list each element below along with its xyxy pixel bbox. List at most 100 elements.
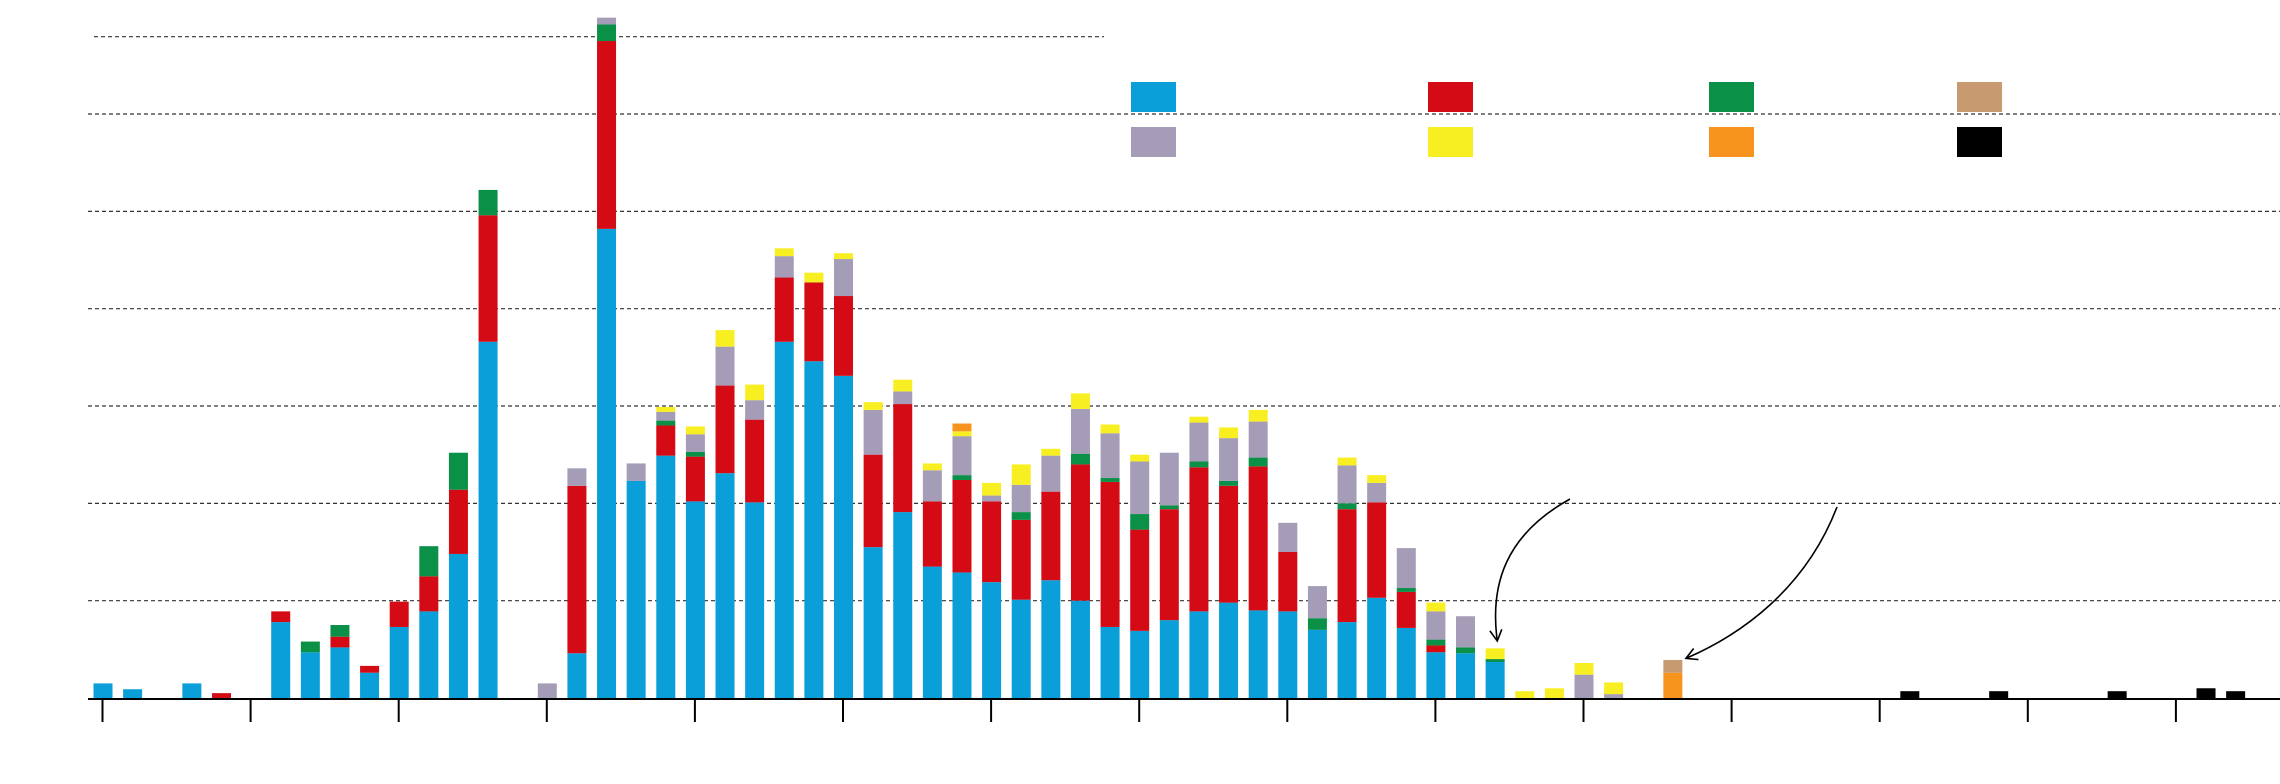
bar-6-s1 (271, 622, 291, 698)
annotation-arrow-2 (1684, 506, 1838, 661)
bar-25-s5 (834, 259, 853, 297)
bar-42-s6 (1337, 457, 1357, 466)
legend-swatch-s6 (1428, 127, 1473, 157)
bar-33-s5 (1070, 408, 1090, 454)
bar-44-s3 (1396, 588, 1416, 592)
bar-53-s7 (1663, 672, 1683, 698)
bar-20-s1 (685, 501, 705, 698)
bar-17-s2 (597, 41, 617, 229)
bar-19-s1 (656, 455, 676, 698)
bar-47-s1 (1485, 661, 1505, 698)
bar-6-s2 (271, 611, 291, 623)
bar-19-s6 (656, 406, 676, 412)
bar-42-s3 (1337, 503, 1357, 510)
bar-30-s2 (982, 501, 1002, 583)
bar-29-s5 (952, 436, 972, 476)
bar-36-s1 (1159, 620, 1179, 698)
bar-41-s3 (1307, 618, 1327, 630)
bar-11-s3 (419, 546, 439, 577)
bar-34-s3 (1100, 478, 1120, 482)
bar-32-s5 (1041, 455, 1061, 492)
bar-45-s2 (1426, 645, 1446, 653)
bar-34-s1 (1100, 626, 1120, 698)
bar-9-s2 (360, 665, 380, 673)
bar-39-s2 (1248, 466, 1268, 611)
bar-31-s2 (1011, 519, 1031, 600)
bar-29-s1 (952, 572, 972, 698)
bar-22-s2 (745, 419, 765, 503)
bar-31-s5 (1011, 484, 1031, 513)
bar-31-s3 (1011, 512, 1031, 520)
bar-7-s3 (300, 641, 320, 653)
bar-24-s1 (804, 361, 824, 698)
bar-30-s1 (982, 582, 1002, 698)
bar-13-s3 (478, 189, 498, 216)
bar-42-s5 (1337, 465, 1357, 504)
bar-36-s3 (1159, 505, 1179, 510)
bar-13-s1 (478, 341, 498, 698)
bar-26-s6 (863, 402, 883, 410)
bar-8-s2 (330, 636, 350, 648)
bar-48-s6 (1515, 691, 1535, 698)
bar-72-s8 (2226, 691, 2246, 698)
bar-71-s8 (2196, 688, 2216, 698)
bar-19-s5 (656, 411, 676, 421)
bar-46-s5 (1456, 616, 1476, 648)
bar-20-s5 (685, 434, 705, 452)
bar-26-s2 (863, 454, 883, 548)
bar-7-s1 (300, 652, 320, 698)
bar-36-s2 (1159, 509, 1179, 621)
bar-13-s2 (478, 215, 498, 342)
bar-26-s5 (863, 409, 883, 455)
gridlines (88, 36, 2280, 602)
bar-25-s1 (834, 375, 853, 698)
bar-21-s2 (715, 385, 735, 474)
bar-19-s2 (656, 425, 676, 456)
legend-swatch-s4 (1957, 82, 2002, 112)
bar-20-s2 (685, 456, 705, 502)
bar-39-s6 (1248, 409, 1268, 422)
bar-29-s6 (952, 431, 972, 437)
bar-17-s5 (597, 17, 617, 25)
bar-25-s2 (834, 296, 853, 376)
legend-swatch-s8 (1957, 127, 2002, 157)
bar-24-s6 (804, 272, 824, 283)
bar-43-s5 (1367, 482, 1387, 503)
bar-21-s1 (715, 473, 735, 698)
bar-23-s5 (774, 256, 794, 278)
bar-22-s5 (745, 400, 765, 420)
bar-64-s8 (1989, 691, 2009, 698)
bar-28-s5 (922, 470, 942, 502)
bar-28-s6 (922, 463, 942, 471)
bar-23-s6 (774, 248, 794, 257)
bar-49-s6 (1544, 688, 1564, 698)
bar-41-s5 (1307, 586, 1327, 619)
bar-35-s2 (1130, 529, 1150, 631)
bar-33-s6 (1070, 393, 1090, 409)
bar-39-s1 (1248, 610, 1268, 698)
bar-50-s6 (1574, 662, 1594, 675)
bar-16-s2 (567, 485, 587, 654)
bar-44-s5 (1396, 548, 1416, 589)
bar-33-s3 (1070, 453, 1090, 465)
legend (1131, 82, 2002, 157)
bar-50-s5 (1574, 674, 1594, 698)
bar-40-s5 (1278, 522, 1298, 553)
bar-38-s2 (1219, 485, 1239, 603)
bar-51-s6 (1604, 682, 1624, 695)
bar-18-s1 (626, 480, 646, 698)
bar-39-s5 (1248, 421, 1268, 458)
bar-23-s2 (774, 277, 794, 342)
bar-26-s1 (863, 547, 883, 698)
bar-30-s5 (982, 495, 1002, 502)
bar-47-s6 (1485, 648, 1505, 660)
legend-swatch-s3 (1709, 82, 1754, 112)
bar-21-s5 (715, 346, 735, 386)
bar-37-s1 (1189, 611, 1209, 698)
bar-10-s1 (389, 626, 409, 698)
bar-15-s5 (537, 683, 557, 698)
bar-40-s2 (1278, 552, 1298, 612)
bar-28-s2 (922, 501, 942, 567)
bar-30-s6 (982, 482, 1002, 496)
